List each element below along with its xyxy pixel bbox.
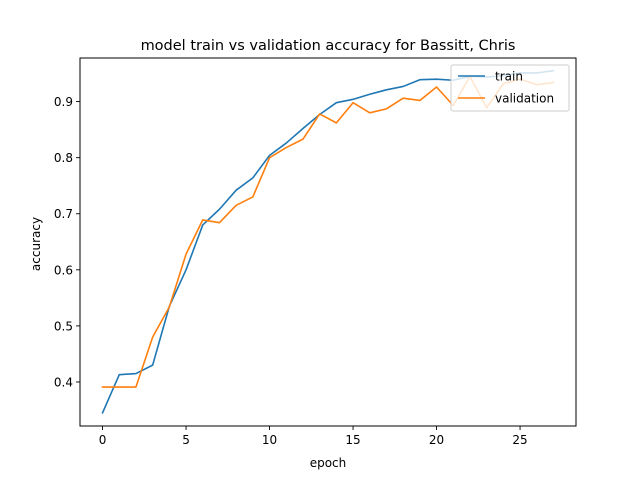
y-tick-label: 0.7	[54, 207, 73, 221]
y-tick-label: 0.6	[54, 263, 73, 277]
y-tick-label: 0.4	[54, 375, 73, 389]
x-tick-label: 5	[182, 433, 190, 447]
y-tick-label: 0.8	[54, 151, 73, 165]
x-tick-label: 20	[429, 433, 444, 447]
x-tick-label: 10	[262, 433, 277, 447]
x-axis-label: epoch	[310, 456, 347, 470]
legend-label-train: train	[495, 70, 523, 84]
x-tick-label: 15	[345, 433, 360, 447]
y-tick-label: 0.5	[54, 319, 73, 333]
legend: train validation	[450, 64, 570, 112]
axes-layer: 0 5 10 15 20 25 0.4 0.5 0.6 0.7 0.8 0.9	[54, 57, 577, 447]
y-tick-label: 0.9	[54, 95, 73, 109]
legend-label-validation: validation	[495, 92, 554, 106]
plot-frame	[79, 57, 577, 427]
x-tick-label: 0	[99, 433, 107, 447]
x-tick-label: 25	[512, 433, 527, 447]
y-axis-label: accuracy	[29, 217, 43, 271]
chart-title: model train vs validation accuracy for B…	[141, 38, 516, 54]
